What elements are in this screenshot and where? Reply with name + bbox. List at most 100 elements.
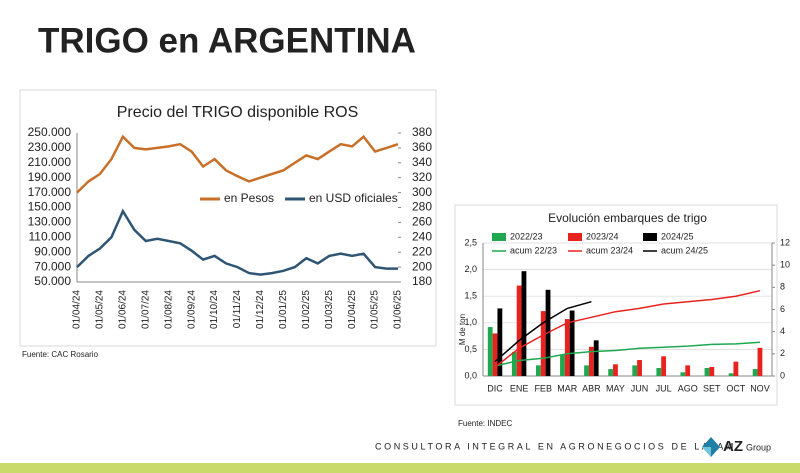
x-tick-label: ENE — [510, 383, 529, 393]
source: Fuente: CAC Rosario — [22, 350, 99, 359]
y-tick-label: 2,5 — [464, 237, 477, 247]
footer-bar — [0, 463, 800, 473]
x-tick-label: MAY — [606, 383, 625, 393]
y-tick-label: 230.000 — [28, 140, 72, 154]
x-tick-label: JUL — [656, 383, 672, 393]
x-tick-label: 01/12/24 — [255, 290, 266, 329]
y-axis-label: M de ton — [458, 314, 467, 345]
y-tick-label: 130.000 — [28, 215, 72, 229]
y2-tick-label: 8 — [780, 282, 785, 292]
y-tick-label: 50.000 — [34, 274, 71, 288]
bar — [752, 369, 758, 376]
x-tick-label: 01/04/25 — [347, 290, 358, 329]
legend-label: 2024/25 — [661, 231, 694, 241]
y-tick-label: 0,0 — [464, 370, 477, 380]
legend-label: en Pesos — [224, 191, 274, 205]
bar — [535, 365, 541, 376]
line — [76, 208, 398, 276]
bar — [564, 319, 570, 376]
logo-mark: AZ — [723, 438, 743, 455]
bar — [521, 271, 527, 376]
legend-label: 2022/23 — [510, 231, 543, 241]
source: Fuente: INDEC — [458, 419, 512, 428]
logo-shape — [702, 447, 711, 457]
legend-label: acum 22/23 — [510, 245, 557, 255]
y2-tick-label: 6 — [780, 304, 785, 314]
slide-title: TRIGO en ARGENTINA — [38, 21, 416, 60]
x-tick-label: 01/10/24 — [209, 290, 220, 329]
y-tick-label: 170.000 — [28, 185, 72, 199]
bar — [516, 285, 522, 376]
legend-label: en USD oficiales — [309, 191, 398, 205]
logo-text: Group — [746, 442, 771, 452]
x-tick-label: 01/06/24 — [117, 290, 128, 329]
y-tick-label: 250.000 — [28, 125, 72, 139]
bar — [584, 365, 589, 376]
y-tick-label: 190.000 — [28, 170, 72, 184]
y2-tick-label: 320 — [412, 170, 432, 184]
bar — [656, 368, 662, 376]
y2-tick-label: 2 — [780, 348, 785, 358]
bar — [511, 352, 517, 376]
x-tick-label: 01/11/24 — [232, 290, 243, 329]
bar — [661, 356, 667, 376]
y2-tick-label: 380 — [412, 125, 432, 139]
chart-title: Evolución embarques de trigo — [548, 211, 707, 225]
bar — [685, 365, 691, 376]
x-tick-label: MAR — [557, 383, 578, 393]
x-tick-label: ABR — [582, 383, 601, 393]
legend-swatch — [492, 233, 506, 241]
x-tick-label: 01/08/24 — [163, 290, 174, 329]
y2-tick-label: 10 — [780, 260, 790, 270]
x-tick-label: SET — [703, 383, 721, 393]
y2-tick-label: 340 — [412, 155, 432, 169]
y-tick-label: 2,0 — [464, 264, 477, 274]
y2-tick-label: 280 — [412, 200, 432, 214]
y-tick-label: 1,0 — [464, 317, 477, 327]
y2-tick-label: 200 — [412, 259, 432, 273]
bar — [540, 311, 546, 376]
bar — [728, 373, 734, 376]
line — [494, 289, 761, 368]
bar — [497, 308, 503, 376]
x-tick-label: 01/05/24 — [95, 290, 106, 329]
y2-tick-label: 0 — [780, 370, 785, 380]
x-tick-label: 01/03/25 — [324, 290, 335, 329]
bar — [560, 354, 565, 376]
y2-tick-label: 260 — [412, 215, 432, 229]
bar — [680, 372, 686, 376]
bar — [733, 361, 739, 376]
bar — [487, 327, 493, 376]
logo: AZ Group — [702, 437, 771, 457]
legend-label: acum 24/25 — [661, 245, 708, 255]
x-tick-label: DIC — [487, 383, 503, 393]
y2-tick-label: 220 — [412, 244, 432, 258]
x-tick-label: JUN — [631, 383, 649, 393]
chart-title: Precio del TRIGO disponible ROS — [117, 104, 359, 121]
legend-label: 2023/24 — [586, 231, 619, 241]
bar — [608, 369, 614, 376]
y-tick-label: 1,5 — [464, 291, 477, 301]
x-tick-label: 01/09/24 — [186, 290, 197, 329]
x-tick-label: OCT — [726, 383, 746, 393]
x-tick-label: 01/06/25 — [393, 290, 404, 329]
bar — [637, 360, 642, 376]
legend-swatch — [568, 233, 582, 241]
legend-label: acum 23/24 — [586, 245, 633, 255]
bar — [492, 333, 498, 376]
line — [494, 300, 592, 363]
legend-swatch — [643, 233, 657, 241]
x-tick-label: 01/05/25 — [370, 290, 381, 329]
y-tick-label: 110.000 — [29, 229, 72, 243]
footer-text: CONSULTORA INTEGRAL EN AGRONEGOCIOS DE L… — [375, 441, 736, 451]
bar — [709, 366, 715, 376]
x-tick-label: NOV — [750, 383, 770, 393]
x-tick-label: FEB — [534, 383, 552, 393]
bar — [588, 346, 594, 376]
y-tick-label: 0,5 — [464, 344, 477, 354]
y-tick-label: 90.000 — [34, 244, 71, 258]
x-tick-label: 01/04/24 — [72, 290, 83, 329]
bar — [632, 365, 638, 376]
y-tick-label: 210.000 — [28, 155, 72, 169]
